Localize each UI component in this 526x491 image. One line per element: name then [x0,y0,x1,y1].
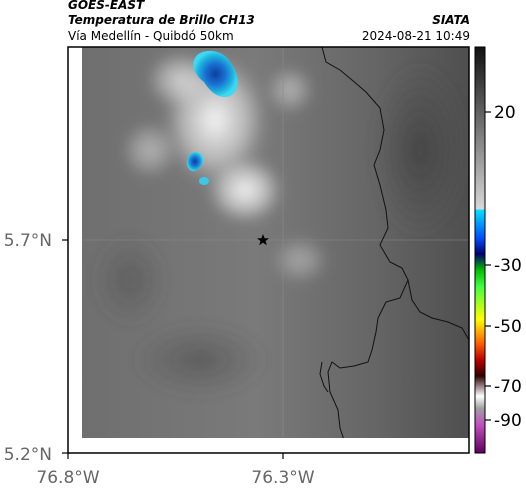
colorbar-tick-label: 20 [494,103,516,123]
colorbar [474,46,486,454]
satellite-label: GOES-EAST [68,0,145,12]
department-boundary-east [407,279,469,341]
lat-tick-label: 5.2°N [4,445,52,465]
colorbar-tick-label: -90 [494,411,522,431]
colorbar-tick-label: -50 [494,317,522,337]
route-label: Vía Medellín - Quibdó 50km [68,29,234,43]
colorbar-tick-label: -30 [494,256,522,276]
lon-tick-label: 76.3°W [251,468,314,488]
product-title: Temperatura de Brillo CH13 [68,13,255,27]
department-boundary [321,47,409,438]
star-icon [257,234,269,246]
satellite-imagery [82,47,469,438]
cold-cloud-top-1 [193,50,238,98]
cold-cloud-top-3 [199,177,209,185]
map-border [67,46,470,454]
river-line [319,361,329,393]
colorbar-tick-label: -70 [494,377,522,397]
lon-tick-label: 76.8°W [36,468,99,488]
agency-label: SIATA [432,13,470,27]
lat-tick-label: 5.7°N [4,231,52,251]
cold-cloud-top-2 [186,152,204,172]
datetime-label: 2024-08-21 10:49 [361,29,470,43]
